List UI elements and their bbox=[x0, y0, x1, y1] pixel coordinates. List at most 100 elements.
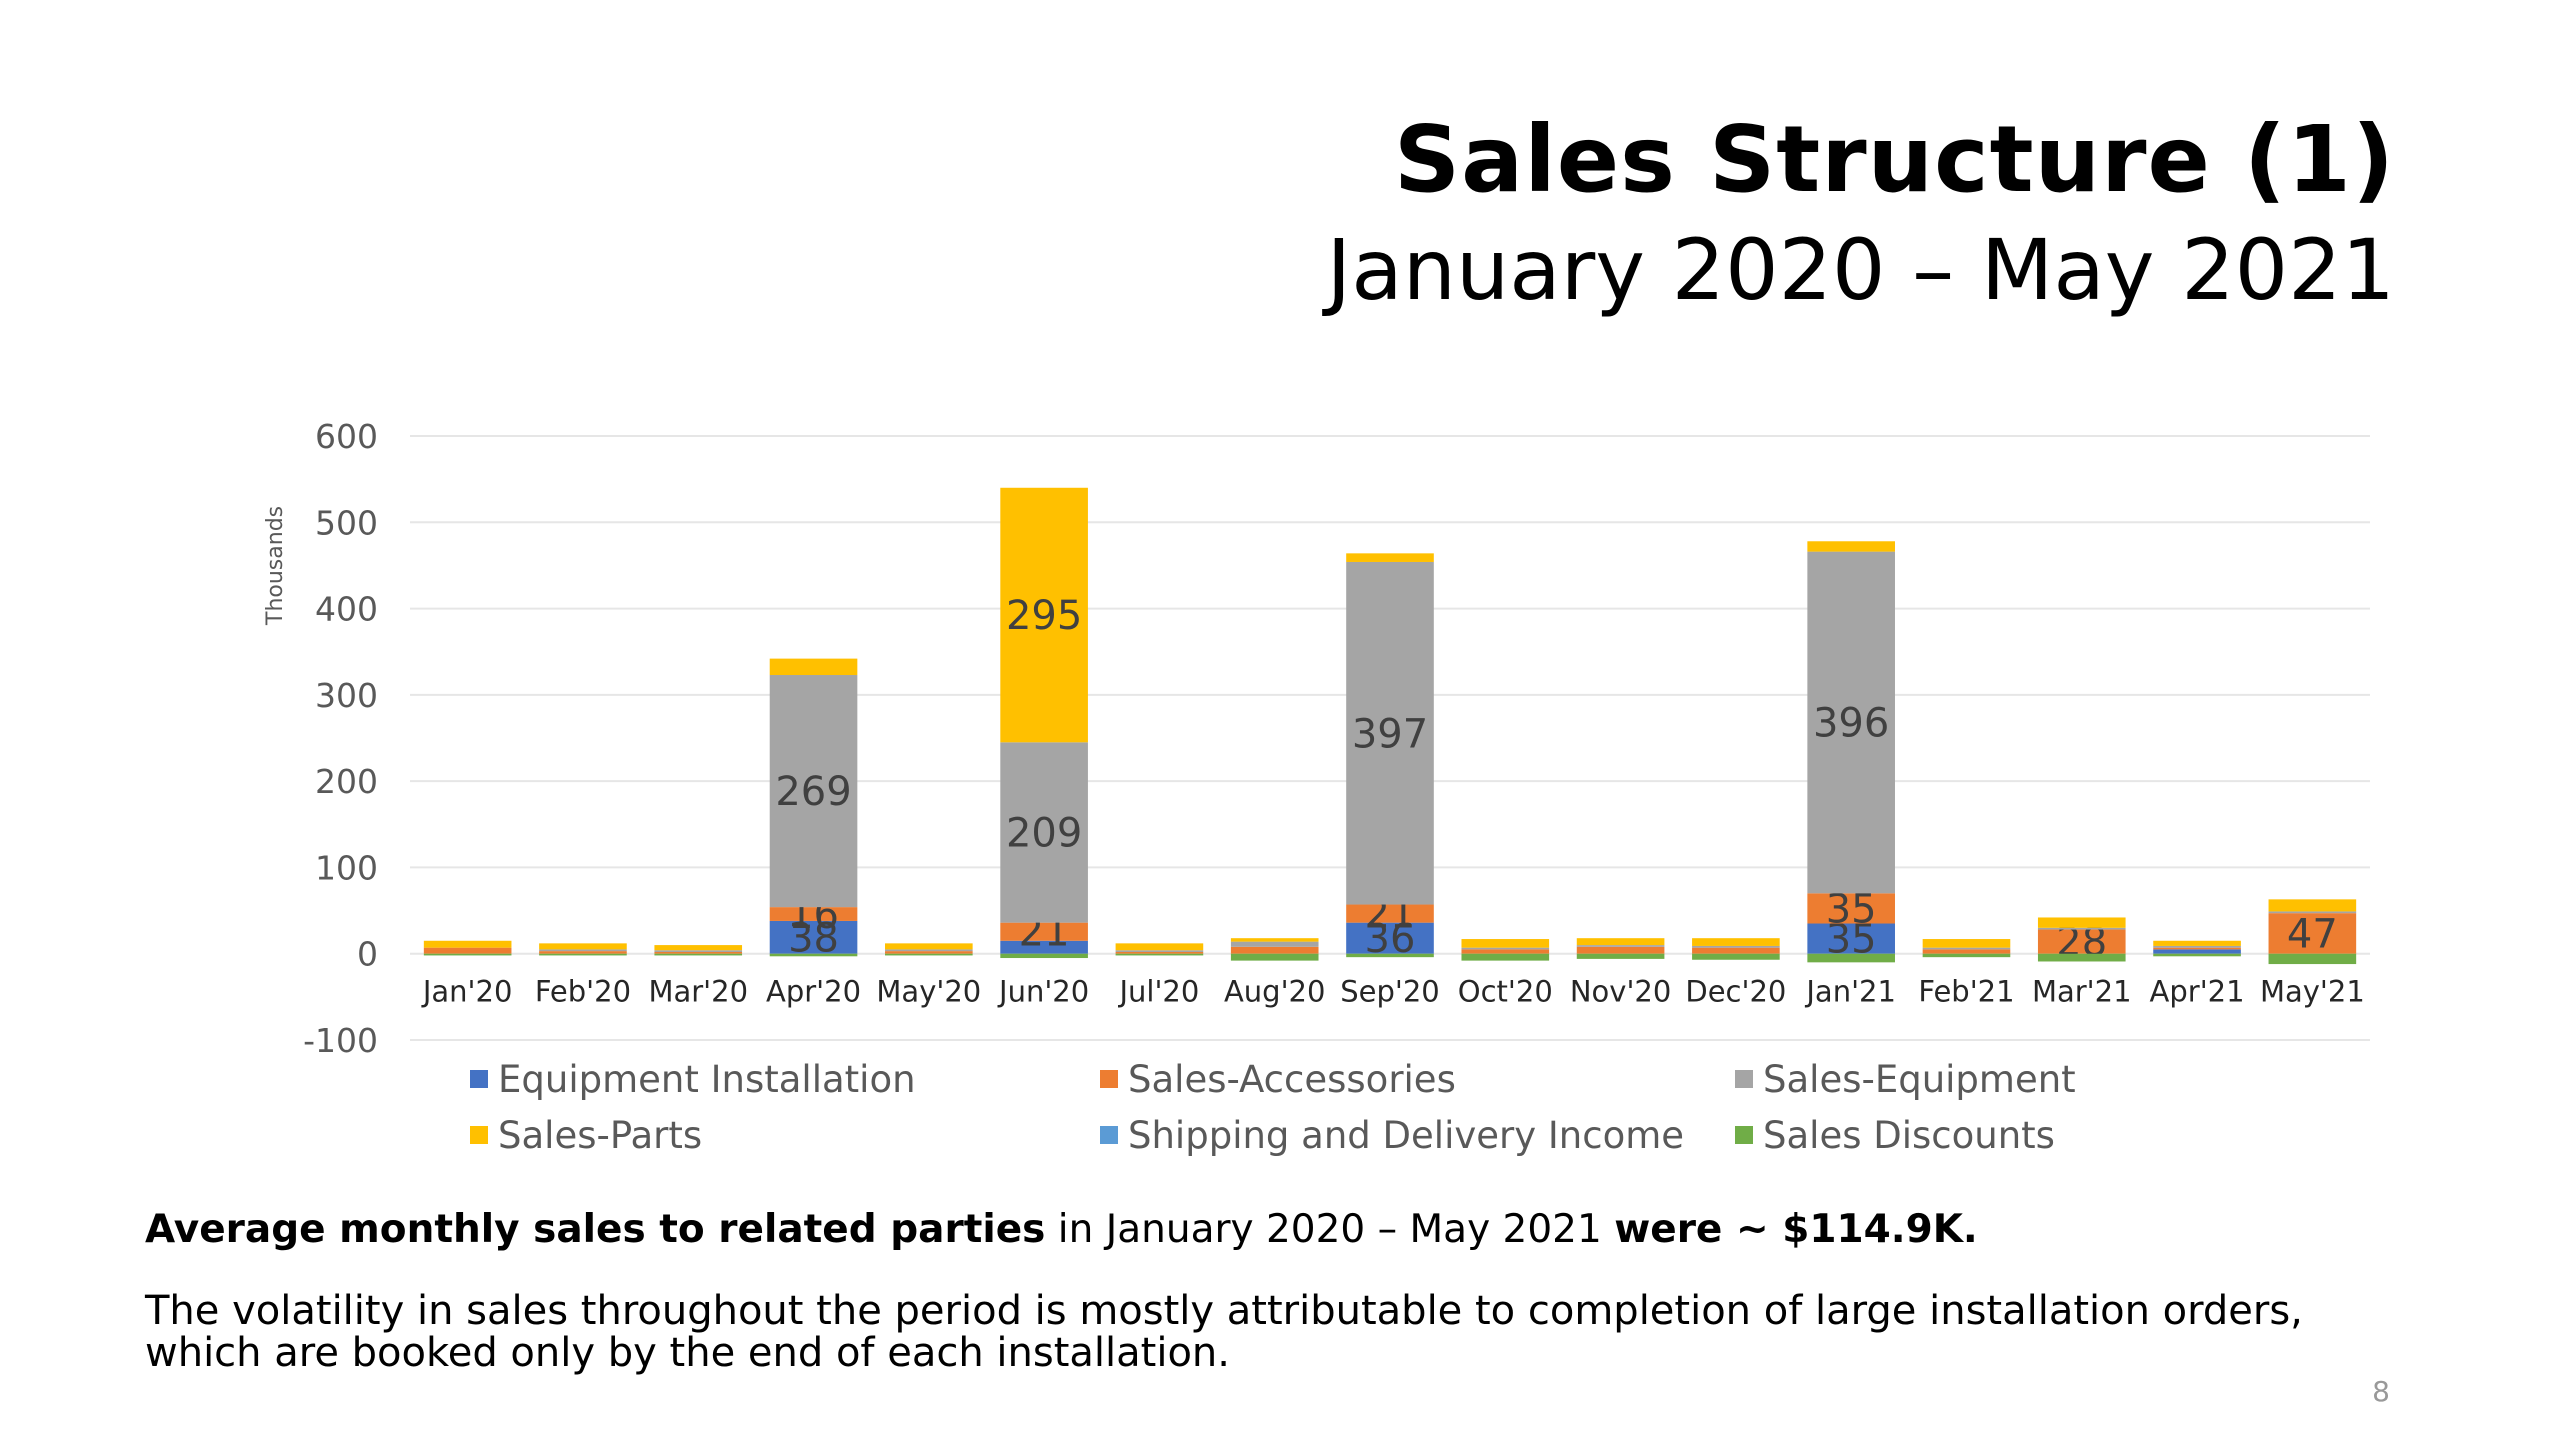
legend-label: Sales-Equipment bbox=[1763, 1058, 2076, 1101]
x-tick-label: May'21 bbox=[2260, 975, 2365, 1009]
data-label: 295 bbox=[1006, 593, 1082, 639]
title-block: Sales Structure (1) January 2020 – May 2… bbox=[1327, 105, 2395, 325]
bar-segment bbox=[1922, 949, 2011, 954]
summary-note: Average monthly sales to related parties… bbox=[145, 1205, 1978, 1255]
bar-segment bbox=[1230, 938, 1319, 942]
bar-segment bbox=[1807, 893, 1895, 924]
bar-segment bbox=[1346, 953, 1434, 958]
y-tick-label: 500 bbox=[315, 503, 378, 542]
legend-label: Sales-Parts bbox=[498, 1114, 702, 1157]
x-tick-label: Feb'21 bbox=[1918, 975, 2014, 1009]
bar-segment bbox=[423, 940, 512, 948]
bar-segment bbox=[423, 947, 512, 954]
bar-segment bbox=[1346, 922, 1434, 954]
bar-segment bbox=[1230, 941, 1319, 947]
bar-segment bbox=[1115, 943, 1204, 951]
bar-segment bbox=[1922, 947, 2011, 950]
bar-segment bbox=[1461, 953, 1550, 961]
bar-segment bbox=[1000, 487, 1088, 743]
legend-label: Sales Discounts bbox=[1763, 1114, 2055, 1157]
y-tick-label: 0 bbox=[357, 935, 378, 974]
y-tick-label: -100 bbox=[303, 1021, 378, 1060]
data-label: 397 bbox=[1352, 711, 1428, 757]
bar-segment bbox=[1230, 946, 1319, 954]
data-label: 269 bbox=[775, 769, 851, 815]
bar-segment bbox=[654, 945, 743, 951]
data-label: 396 bbox=[1813, 700, 1889, 746]
bar-segment bbox=[654, 953, 743, 956]
bar-segment bbox=[769, 920, 858, 954]
bar-segment bbox=[2037, 929, 2126, 954]
volatility-note: The volatility in sales throughout the p… bbox=[145, 1288, 2303, 1376]
bar-segment bbox=[1115, 951, 1204, 954]
slide-subtitle: January 2020 – May 2021 bbox=[1326, 221, 2395, 319]
bar-segment bbox=[1115, 950, 1204, 952]
legend-swatch bbox=[470, 1070, 488, 1088]
bar-segment bbox=[539, 943, 627, 950]
x-tick-label: Mar'20 bbox=[648, 975, 748, 1009]
bar-segment bbox=[2153, 953, 2241, 957]
bar-segment bbox=[1461, 939, 1550, 948]
x-tick-label: Jan'21 bbox=[1804, 975, 1896, 1009]
bar-segment bbox=[1807, 541, 1895, 552]
bar-segment bbox=[1000, 742, 1088, 923]
legend-swatch bbox=[1735, 1126, 1753, 1144]
bar-segment bbox=[1000, 953, 1088, 959]
bar-segment bbox=[2037, 917, 2126, 928]
bar-segment bbox=[1461, 949, 1550, 954]
bar-segment bbox=[2037, 927, 2126, 930]
y-tick-label: 300 bbox=[315, 676, 378, 715]
page-number: 8 bbox=[2372, 1375, 2390, 1408]
bar-segment bbox=[1346, 553, 1434, 562]
bar-segment bbox=[2037, 953, 2126, 962]
bar-segment bbox=[2153, 940, 2241, 946]
slide-title: Sales Structure (1) bbox=[1393, 106, 2395, 213]
bar-segment bbox=[539, 949, 627, 952]
bar-segment bbox=[2268, 953, 2357, 965]
bar-segment bbox=[539, 953, 627, 956]
bar-segment bbox=[1576, 945, 1665, 947]
bar-segment bbox=[1230, 953, 1319, 961]
y-axis-title: Thousands bbox=[263, 506, 288, 626]
y-tick-label: 100 bbox=[315, 848, 378, 887]
bar-segment bbox=[1115, 953, 1204, 956]
legend-swatch bbox=[1100, 1126, 1118, 1144]
x-tick-label: Apr'20 bbox=[766, 975, 861, 1009]
x-tick-label: Sep'20 bbox=[1340, 975, 1440, 1009]
x-tick-label: Feb'20 bbox=[535, 975, 631, 1009]
legend-swatch bbox=[470, 1126, 488, 1144]
y-tick-label: 600 bbox=[315, 417, 378, 456]
bar-segment bbox=[885, 949, 973, 952]
bar-segment bbox=[1807, 923, 1895, 954]
bar-segment bbox=[1807, 953, 1895, 963]
x-tick-label: Aug'20 bbox=[1224, 975, 1326, 1009]
x-tick-label: Jun'20 bbox=[997, 975, 1089, 1009]
bar-segment bbox=[1807, 551, 1895, 894]
bar-segment bbox=[769, 675, 858, 908]
bar-segment bbox=[1576, 946, 1665, 954]
sales-chart: -100 0 100 200 300 400 500 600 Thousands Jan'20 Fe… bbox=[263, 417, 2370, 1157]
bar-segment bbox=[1000, 940, 1088, 954]
bar-segment bbox=[769, 907, 858, 921]
x-tick-label: Oct'20 bbox=[1458, 975, 1553, 1009]
y-tick-label: 200 bbox=[315, 762, 378, 801]
bar-segment bbox=[769, 953, 858, 957]
bar-segment bbox=[423, 953, 512, 956]
data-label: 35 bbox=[1826, 886, 1877, 932]
bar-segment bbox=[2153, 945, 2241, 948]
data-label: 209 bbox=[1006, 810, 1082, 856]
legend-label: Shipping and Delivery Income bbox=[1128, 1114, 1684, 1157]
bar-segment bbox=[2153, 947, 2241, 950]
legend-label: Sales-Accessories bbox=[1128, 1058, 1456, 1101]
note-plain-1: in January 2020 – May 2021 bbox=[1045, 1207, 1615, 1252]
legend-swatch bbox=[1100, 1070, 1118, 1088]
x-tick-label: Mar'21 bbox=[2032, 975, 2132, 1009]
bar-segment bbox=[885, 943, 973, 950]
bar-segment bbox=[654, 950, 743, 952]
y-tick-label: 400 bbox=[315, 590, 378, 629]
bar-segment bbox=[1692, 953, 1780, 960]
x-tick-label: Apr'21 bbox=[2150, 975, 2245, 1009]
data-label: 47 bbox=[2287, 911, 2338, 957]
bar-segment bbox=[769, 658, 858, 676]
x-tick-label: Dec'20 bbox=[1685, 975, 1786, 1009]
